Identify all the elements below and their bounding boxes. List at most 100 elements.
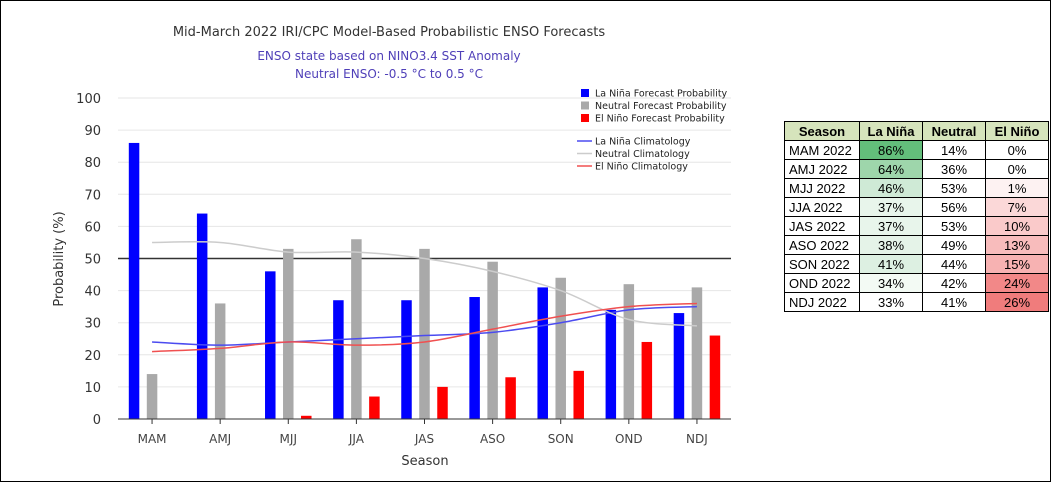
chart-subtitle-line-1: ENSO state based on NINO3.4 SST Anomaly: [257, 49, 520, 63]
table-row: NDJ 2022 33% 41% 26%: [784, 292, 1049, 312]
bar-la-mjj: [265, 271, 276, 419]
legend-label-la-nina-forecast-probability: La Niña Forecast Probability: [595, 89, 728, 100]
cell-season: OND 2022: [784, 273, 860, 293]
y-tick-label: 50: [84, 253, 101, 268]
cell-neutral: 49%: [922, 235, 986, 255]
cell-el-nino: 7%: [985, 197, 1049, 217]
legend-label-neutral-forecast-probability: Neutral Forecast Probability: [595, 101, 727, 112]
chart-title: Mid-March 2022 IRI/CPC Model-Based Proba…: [173, 25, 606, 40]
legend-swatch-neutral-forecast-probability: [581, 101, 589, 110]
x-tick-label: AMJ: [209, 432, 231, 446]
legend-label-el-nino-forecast-probability: El Niño Forecast Probability: [595, 114, 725, 125]
bar-la-jas: [401, 300, 412, 419]
bar-el-aso: [505, 377, 516, 419]
cell-el-nino: 24%: [985, 273, 1049, 293]
table-row: OND 2022 34% 42% 24%: [784, 273, 1049, 293]
legend-label-neutral-climatology: Neutral Climatology: [595, 149, 690, 160]
x-tick-label: SON: [548, 432, 574, 446]
legend-swatch-la-nina-forecast-probability: [581, 89, 589, 97]
cell-season: JJA 2022: [784, 197, 860, 217]
enso-probability-table: Season La Niña Neutral El Niño MAM 2022 8…: [784, 121, 1049, 312]
y-tick-label: 30: [84, 317, 101, 332]
cell-la-nina: 38%: [859, 235, 923, 255]
cell-la-nina: 33%: [859, 292, 923, 312]
bar-la-ond: [605, 309, 617, 419]
y-tick-label: 10: [84, 381, 101, 396]
header-neutral: Neutral: [922, 121, 986, 141]
bar-neutral-mam: [146, 374, 158, 419]
enso-forecast-chart: Mid-March 2022 IRI/CPC Model-Based Proba…: [52, 25, 731, 469]
cell-el-nino: 0%: [985, 140, 1049, 160]
cell-neutral: 53%: [922, 216, 986, 236]
bar-el-jas: [437, 386, 448, 419]
cell-la-nina: 37%: [859, 197, 923, 217]
bar-la-son: [537, 287, 548, 419]
cell-la-nina: 64%: [859, 159, 923, 179]
bar-neutral-son: [555, 277, 566, 419]
bar-el-mjj: [301, 415, 312, 419]
line-neutral-climatology: [152, 240, 698, 327]
y-tick-label: 100: [76, 92, 101, 107]
legend-label-la-nina-climatology: La Niña Climatology: [595, 137, 691, 148]
bar-la-jja: [333, 300, 344, 419]
cell-el-nino: 10%: [985, 216, 1049, 236]
y-tick-label: 60: [84, 220, 101, 235]
bar-el-ond: [641, 341, 653, 419]
x-tick-label: ASO: [480, 432, 505, 446]
cell-la-nina: 41%: [859, 254, 923, 274]
bar-el-jja: [369, 396, 380, 419]
cell-season: SON 2022: [784, 254, 860, 274]
table-header-row: Season La Niña Neutral El Niño: [784, 121, 1049, 141]
bar-neutral-jas: [419, 248, 430, 419]
bar-neutral-aso: [487, 261, 498, 419]
legend-label-el-nino-climatology: El Niño Climatology: [595, 162, 688, 173]
x-tick-label: OND: [615, 432, 643, 446]
chart-subtitle-line-2: Neutral ENSO: -0.5 °C to 0.5 °C: [295, 67, 483, 81]
line-la-nina-climatology: [152, 305, 697, 346]
cell-season: MJJ 2022: [784, 178, 860, 198]
y-tick-label: 80: [84, 156, 101, 171]
y-axis-label: Probability (%): [52, 211, 67, 306]
table-row: JJA 2022 37% 56% 7%: [784, 197, 1049, 217]
x-tick-label: NDJ: [686, 432, 708, 446]
cell-el-nino: 13%: [985, 235, 1049, 255]
cell-el-nino: 26%: [985, 292, 1049, 312]
header-el-nino: El Niño: [985, 121, 1049, 141]
x-tick-label: MJJ: [280, 432, 297, 446]
table-row: MJJ 2022 46% 53% 1%: [784, 178, 1049, 198]
x-tick-label: MAM: [138, 432, 167, 446]
cell-neutral: 36%: [922, 159, 986, 179]
x-tick-label: JAS: [414, 432, 434, 446]
bar-neutral-ndj: [691, 287, 703, 419]
y-tick-label: 0: [93, 413, 101, 428]
legend-swatch-el-nino-forecast-probability: [581, 114, 589, 122]
header-la-nina: La Niña: [859, 121, 923, 141]
cell-la-nina: 46%: [859, 178, 923, 198]
x-tick-label: JJA: [348, 432, 365, 446]
bar-neutral-jja: [351, 239, 362, 419]
bar-la-aso: [469, 297, 480, 419]
y-tick-label: 40: [84, 285, 101, 300]
cell-neutral: 44%: [922, 254, 986, 274]
header-season: Season: [784, 121, 860, 141]
bar-neutral-ond: [623, 284, 635, 419]
cell-la-nina: 34%: [859, 273, 923, 293]
cell-season: MAM 2022: [784, 140, 860, 160]
bar-neutral-amj: [214, 303, 226, 419]
bar-el-son: [573, 370, 584, 419]
table-row: MAM 2022 86% 14% 0%: [784, 140, 1049, 160]
cell-neutral: 41%: [922, 292, 986, 312]
table-row: AMJ 2022 64% 36% 0%: [784, 159, 1049, 179]
cell-la-nina: 86%: [859, 140, 923, 160]
bar-el-ndj: [709, 335, 721, 419]
cell-neutral: 53%: [922, 178, 986, 198]
cell-season: NDJ 2022: [784, 292, 860, 312]
cell-el-nino: 0%: [985, 159, 1049, 179]
table-row: ASO 2022 38% 49% 13%: [784, 235, 1049, 255]
cell-season: JAS 2022: [784, 216, 860, 236]
cell-el-nino: 1%: [985, 178, 1049, 198]
table-row: SON 2022 41% 44% 15%: [784, 254, 1049, 274]
y-tick-label: 20: [84, 349, 101, 364]
cell-season: ASO 2022: [784, 235, 860, 255]
